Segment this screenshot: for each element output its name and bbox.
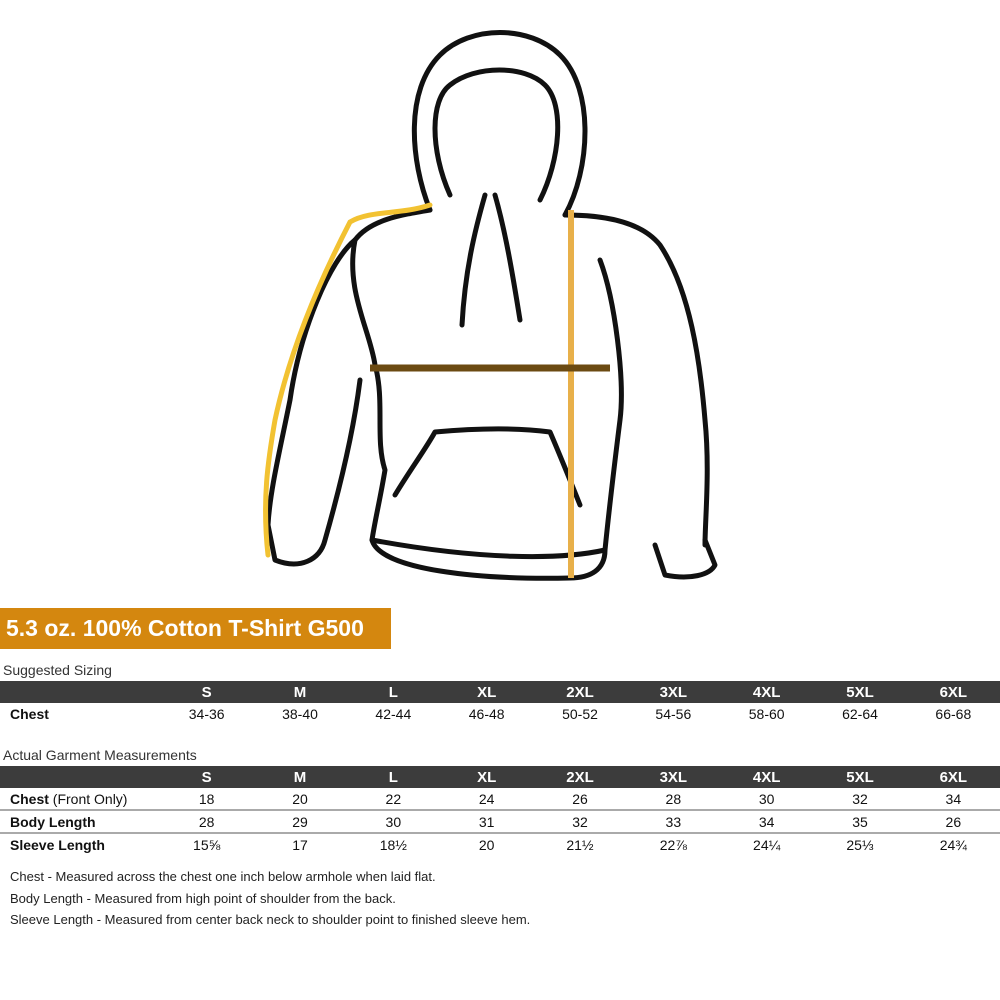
cell: 26 — [572, 790, 588, 807]
row-sublabel: (Front Only) — [52, 790, 128, 807]
note-sleeve-length: Sleeve Length - Measured from center bac… — [10, 912, 531, 927]
cell: 26 — [945, 813, 962, 830]
left-sleeve — [265, 237, 363, 567]
size-header: L — [388, 683, 398, 701]
size-header: S — [201, 683, 212, 701]
right-cuff — [652, 537, 718, 580]
cell: 28 — [198, 813, 215, 830]
cell: 18 — [198, 790, 215, 807]
size-header: S — [201, 768, 212, 786]
cell: 25⅓ — [846, 836, 874, 853]
size-header: 4XL — [752, 768, 781, 786]
table-header-row: S M L XL 2XL 3XL 4XL 5XL 6XL — [0, 766, 1000, 788]
suggested-sizing-table: S M L XL 2XL 3XL 4XL 5XL 6XL Chest 34-36… — [0, 681, 1000, 724]
body-right — [562, 212, 710, 548]
table-row: Sleeve Length 15⅝ 17 18½ 20 21½ 22⅞ 24¼ … — [0, 834, 1000, 855]
cell: 20 — [292, 790, 308, 807]
cell: 34 — [758, 813, 775, 830]
row-label: Body Length — [10, 813, 96, 830]
size-header: XL — [477, 683, 497, 701]
body-left — [350, 207, 624, 581]
size-header: 3XL — [659, 768, 688, 786]
size-header: XL — [477, 768, 497, 786]
cell: 24¼ — [753, 836, 781, 853]
cell: 30 — [385, 813, 402, 830]
cell: 31 — [478, 813, 495, 830]
size-header: L — [388, 768, 398, 786]
drawstring-left — [459, 192, 488, 328]
hoodie-diagram — [263, 30, 718, 581]
size-header: 5XL — [846, 683, 874, 701]
waistband — [369, 537, 608, 560]
note-chest: Chest - Measured across the chest one in… — [10, 869, 436, 884]
cell: 29 — [292, 813, 308, 830]
size-header: 6XL — [939, 768, 968, 786]
row-label-text: Chest — [10, 790, 49, 807]
product-title-banner: 5.3 oz. 100% Cotton T-Shirt G500 — [0, 608, 391, 649]
row-label: Chest — [10, 705, 49, 722]
size-header: 6XL — [939, 683, 968, 701]
cell: 22⅞ — [659, 836, 687, 853]
table-header-row: S M L XL 2XL 3XL 4XL 5XL 6XL — [0, 681, 1000, 703]
note-body-length: Body Length - Measured from high point o… — [10, 890, 396, 906]
cell: 32 — [572, 813, 588, 830]
cell: 21½ — [566, 836, 594, 853]
hood-outline — [411, 30, 588, 218]
cell: 24¾ — [939, 836, 967, 853]
size-header: 3XL — [659, 683, 688, 701]
sleeve-length-line — [263, 202, 433, 558]
drawstring-right — [492, 192, 523, 323]
face-opening — [432, 67, 561, 203]
measurement-notes: Chest - Measured across the chest one in… — [10, 866, 530, 931]
cell: 20 — [478, 836, 495, 853]
cell: 38-40 — [282, 705, 318, 722]
actual-measurements-table: S M L XL 2XL 3XL 4XL 5XL 6XL Chest (Fron… — [0, 766, 1000, 855]
pocket — [392, 426, 583, 508]
cell: 30 — [758, 790, 775, 807]
table-row: Chest 34-36 38-40 42-44 46-48 50-52 54-5… — [0, 703, 1000, 724]
size-header: 4XL — [752, 683, 781, 701]
cell: 50-52 — [562, 705, 598, 722]
cell: 46-48 — [468, 705, 505, 722]
suggested-sizing-title: Suggested Sizing — [3, 662, 112, 678]
cell: 32 — [852, 790, 868, 807]
size-header: M — [293, 768, 307, 786]
actual-measurements-title: Actual Garment Measurements — [3, 747, 197, 763]
cell: 34-36 — [188, 705, 225, 722]
row-label: Sleeve Length — [10, 836, 105, 853]
cell: 58-60 — [748, 705, 785, 722]
cell: 42-44 — [375, 705, 412, 722]
table-row: Body Length 28 29 30 31 32 33 34 35 26 — [0, 811, 1000, 834]
table-row: Chest (Front Only) 18 20 22 24 26 28 30 … — [0, 788, 1000, 811]
cell: 54-56 — [655, 705, 692, 722]
size-header: 2XL — [566, 768, 594, 786]
cell: 35 — [852, 813, 868, 830]
cell: 18½ — [379, 836, 407, 853]
cell: 22 — [385, 790, 402, 807]
cell: 28 — [665, 790, 682, 807]
cell: 15⅝ — [193, 836, 221, 853]
size-header: 5XL — [846, 768, 874, 786]
size-header: M — [293, 683, 307, 701]
row-label: Chest (Front Only) — [0, 791, 160, 807]
size-header: 2XL — [566, 683, 594, 701]
cell: 62-64 — [842, 705, 878, 722]
cell: 24 — [478, 790, 495, 807]
cell: 34 — [945, 790, 962, 807]
cell: 66-68 — [935, 705, 972, 722]
cell: 17 — [292, 836, 308, 853]
cell: 33 — [665, 813, 682, 830]
